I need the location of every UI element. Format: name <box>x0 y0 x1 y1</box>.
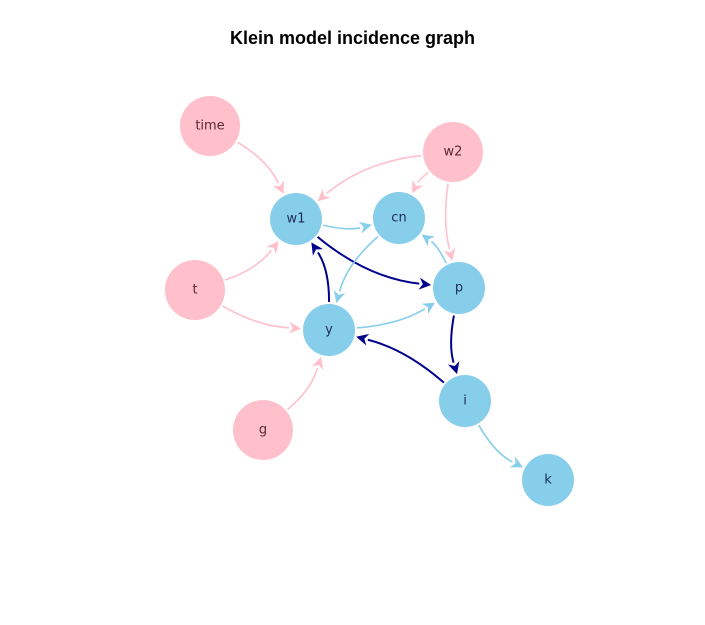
edge-t-w1 <box>225 241 279 281</box>
node-t[interactable]: t <box>165 260 225 320</box>
edge-p-i <box>447 315 460 375</box>
edge-line <box>326 154 422 195</box>
edge-line <box>316 236 420 285</box>
edge-line <box>444 183 451 250</box>
node-time[interactable]: time <box>180 96 240 156</box>
node-circle <box>433 262 485 314</box>
node-label: t <box>192 283 197 298</box>
node-circle <box>439 375 491 427</box>
edge-line <box>222 305 290 329</box>
edge-line <box>356 308 426 329</box>
node-circle <box>303 304 355 356</box>
arrowhead-icon <box>266 241 279 255</box>
node-circle <box>180 96 240 156</box>
edge-w1-cn <box>323 221 372 234</box>
edge-line <box>317 251 331 303</box>
arrowhead-icon <box>358 221 372 234</box>
node-y[interactable]: y <box>303 304 355 356</box>
edge-w1-p <box>316 236 432 290</box>
node-circle <box>270 193 322 245</box>
node-circle <box>233 400 293 460</box>
arrowhead-icon <box>311 242 323 256</box>
arrowhead-icon <box>509 456 524 468</box>
edge-line <box>287 368 319 411</box>
node-circle <box>423 122 483 182</box>
arrowhead-icon <box>418 277 432 290</box>
node-label: time <box>195 119 224 134</box>
node-label: w1 <box>287 212 306 227</box>
arrowhead-icon <box>421 302 436 314</box>
arrowhead-icon <box>273 180 284 194</box>
edge-time-w1 <box>237 141 284 194</box>
node-label: p <box>455 281 463 296</box>
node-w2[interactable]: w2 <box>423 122 483 182</box>
edge-t-y <box>222 305 302 334</box>
edge-line <box>338 235 379 292</box>
node-label: g <box>259 423 267 438</box>
node-label: y <box>325 323 333 338</box>
edge-y-p <box>356 302 436 329</box>
edge-y-w1 <box>311 242 331 303</box>
edge-p-cn <box>421 234 447 264</box>
arrowhead-icon <box>333 289 346 303</box>
diagram-title: Klein model incidence graph <box>229 28 476 48</box>
node-g[interactable]: g <box>233 400 293 460</box>
node-i[interactable]: i <box>439 375 491 427</box>
node-w1[interactable]: w1 <box>270 193 322 245</box>
edge-w2-p <box>443 183 456 261</box>
node-label: i <box>463 394 467 409</box>
node-p[interactable]: p <box>433 262 485 314</box>
node-label: cn <box>391 211 406 226</box>
node-label: k <box>544 473 552 488</box>
edge-cn-y <box>333 235 379 303</box>
arrowhead-icon <box>317 188 331 202</box>
arrowhead-icon <box>412 179 424 194</box>
edge-line <box>367 338 445 384</box>
edge-g-y <box>287 356 324 411</box>
edge-line <box>478 424 513 463</box>
node-cn[interactable]: cn <box>373 192 425 244</box>
edge-line <box>237 141 280 184</box>
edge-line <box>430 240 447 264</box>
node-circle <box>522 454 574 506</box>
edge-w2-cn <box>412 171 429 194</box>
edge-line <box>417 171 429 184</box>
edge-i-k <box>478 424 524 468</box>
edge-i-y <box>356 333 445 384</box>
edge-line <box>225 249 272 281</box>
edge-w2-w1 <box>317 154 422 202</box>
arrowhead-icon <box>356 333 370 346</box>
arrowhead-icon <box>421 234 435 247</box>
node-circle <box>373 192 425 244</box>
node-k[interactable]: k <box>522 454 574 506</box>
node-label: w2 <box>444 145 463 160</box>
edge-line <box>450 315 455 363</box>
edge-line <box>323 224 361 230</box>
arrowhead-icon <box>288 321 302 334</box>
arrowhead-icon <box>443 247 456 261</box>
arrowhead-icon <box>447 360 460 375</box>
arrowhead-icon <box>311 356 324 371</box>
node-circle <box>165 260 225 320</box>
